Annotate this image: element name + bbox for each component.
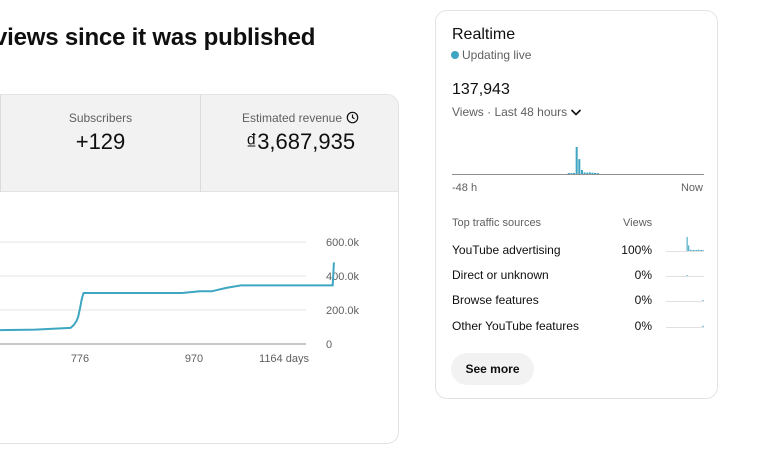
realtime-bar[interactable] [596, 173, 599, 174]
sparkline-bar [702, 325, 704, 327]
traffic-source-percent: 0% [634, 319, 652, 333]
traffic-source-percent: 0% [634, 268, 652, 282]
traffic-sparkline [666, 275, 704, 277]
traffic-row[interactable]: Browse features 0% [452, 293, 704, 313]
period-label: Views · Last 48 hours [452, 105, 568, 119]
sparkline-bar [688, 245, 690, 251]
sparkline-bar [697, 249, 699, 251]
revenue-label-row: Estimated revenue [201, 111, 398, 125]
realtime-bar[interactable] [575, 147, 578, 174]
traffic-source-name: Direct or unknown [452, 268, 549, 282]
sparkline-bar [686, 275, 688, 276]
realtime-bar[interactable] [580, 169, 583, 174]
realtime-bar[interactable] [567, 173, 570, 174]
realtime-bar[interactable] [570, 173, 573, 174]
traffic-row[interactable]: Other YouTube features 0% [452, 319, 704, 339]
realtime-title: Realtime [452, 26, 516, 43]
live-status: Updating live [451, 48, 531, 62]
revenue-label: Estimated revenue [241, 111, 343, 125]
traffic-views-header: Views [623, 217, 653, 229]
see-more-button[interactable]: See more [451, 353, 534, 385]
live-label: Updating live [462, 48, 532, 62]
metric-subscribers[interactable]: Subscribers +129 [0, 95, 200, 192]
sparkline-bar [696, 250, 698, 251]
metric-revenue[interactable]: Estimated revenue ₫3,687,935 [200, 95, 398, 192]
realtime-bar[interactable] [594, 172, 597, 174]
sparkline-bar [702, 250, 704, 251]
sparkline-bar [699, 250, 701, 251]
clock-icon[interactable] [346, 111, 359, 124]
subscribers-value: +129 [75, 129, 126, 154]
traffic-header: Top traffic sources Views [452, 217, 704, 231]
traffic-source-percent: 0% [634, 293, 652, 307]
realtime-count: 137,943 [452, 81, 510, 98]
subscribers-label: Subscribers [68, 111, 133, 125]
realtime-bar[interactable] [578, 159, 581, 174]
realtime-bar[interactable] [583, 172, 586, 174]
chevron-down-icon [571, 109, 582, 116]
realtime-start-label: -48 h [452, 182, 478, 194]
sparkline-bar [692, 250, 694, 251]
traffic-source-percent: 100% [621, 243, 652, 257]
traffic-source-name: Other YouTube features [452, 319, 579, 333]
traffic-sparkline [666, 300, 704, 302]
realtime-bar[interactable] [573, 172, 576, 174]
realtime-bar[interactable] [588, 172, 591, 174]
sparkline-bar [694, 250, 696, 251]
traffic-row[interactable]: Direct or unknown 0% [452, 268, 704, 288]
realtime-end-label: Now [680, 182, 703, 194]
realtime-bar[interactable] [591, 172, 594, 174]
traffic-source-name: YouTube advertising [452, 243, 561, 257]
realtime-bar-chart [452, 147, 704, 175]
traffic-source-header: Top traffic sources [452, 217, 542, 229]
revenue-value: ₫3,687,935 [245, 129, 356, 154]
live-dot-icon [451, 51, 459, 59]
realtime-bar[interactable] [586, 172, 589, 174]
sparkline-bar [689, 249, 691, 251]
traffic-row[interactable]: YouTube advertising 100% [452, 237, 704, 263]
views-summary-card: Subscribers +129 Estimated revenue ₫3,68… [0, 94, 399, 444]
traffic-sparkline [666, 325, 704, 328]
sparkline-bar [700, 250, 702, 251]
sparkline-bar [702, 300, 704, 301]
traffic-sparkline [666, 237, 704, 252]
traffic-source-name: Browse features [452, 293, 539, 307]
sparkline-bar [691, 250, 693, 251]
realtime-card: Realtime Updating live 137,943 Views · L… [435, 10, 718, 399]
period-selector[interactable]: Views · Last 48 hours [452, 105, 583, 119]
sparkline-bar [686, 237, 688, 251]
page-headline: views since it was published [0, 24, 316, 51]
metrics-strip: Subscribers +129 Estimated revenue ₫3,68… [0, 95, 398, 192]
